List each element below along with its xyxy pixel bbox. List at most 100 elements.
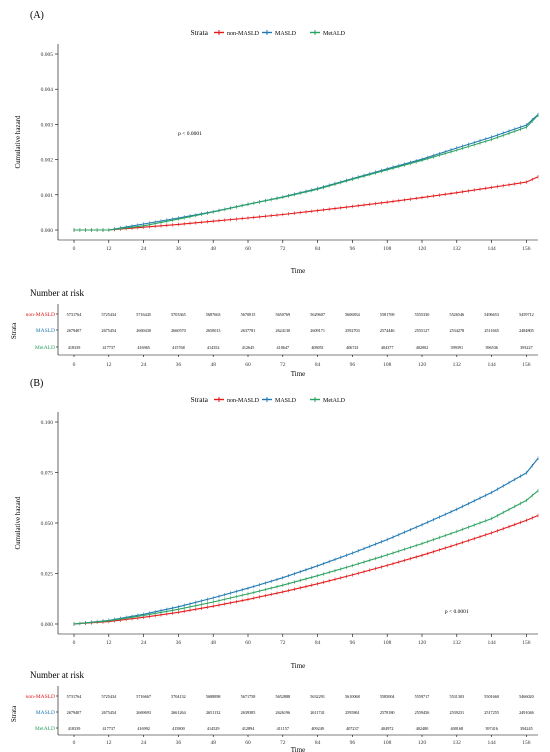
y-tick-label: 0.005 [41, 52, 54, 58]
legend-entry: MASLD [275, 398, 297, 404]
risk-count: 5585004 [380, 694, 396, 699]
risk-count: 2679407 [67, 328, 82, 333]
risk-count: 2555127 [415, 328, 430, 333]
y-tick-label: 0.100 [41, 420, 54, 426]
risk-count: 406741 [346, 345, 359, 350]
x-tick-label: 84 [315, 640, 321, 646]
risk-row-label: MASLD [36, 710, 55, 716]
x-tick-label: 96 [350, 246, 356, 252]
series-MetALD [73, 113, 539, 232]
risk-x-tick-label: 60 [245, 740, 251, 746]
risk-x-tick-label: 132 [453, 740, 462, 746]
risk-count: 5687663 [206, 312, 221, 317]
risk-count: 2611741 [310, 710, 325, 715]
risk-count: 407237 [346, 726, 359, 731]
risk-count: 5731764 [67, 312, 83, 317]
risk-count: 402002 [416, 345, 429, 350]
risk-x-tick-label: 12 [106, 740, 112, 746]
risk-count: 2574446 [380, 328, 395, 333]
x-tick-label: 48 [210, 246, 216, 252]
risk-x-tick-label: 36 [176, 740, 182, 746]
risk-table-x-title: Time [291, 370, 306, 378]
risk-count: 5610068 [345, 694, 360, 699]
x-tick-label: 72 [280, 640, 286, 646]
risk-row-label: MetALD [35, 726, 55, 732]
x-tick-label: 36 [176, 640, 182, 646]
risk-count: 2651132 [206, 710, 221, 715]
risk-table-y-title: Strata [10, 705, 18, 722]
risk-count: 399391 [451, 345, 464, 350]
risk-x-tick-label: 132 [453, 362, 462, 368]
legend-entry: non-MASLD [227, 31, 260, 37]
risk-count: 5526546 [449, 312, 464, 317]
risk-count: 5606834 [345, 312, 361, 317]
x-tick-label: 24 [141, 246, 147, 252]
x-tick-label: 108 [383, 640, 392, 646]
x-tick-label: 12 [106, 640, 112, 646]
y-tick-label: 0.004 [41, 87, 54, 93]
y-axis-title: Cumulative hazard [14, 115, 22, 169]
risk-x-tick-label: 12 [106, 362, 112, 368]
p-value-annotation: p < 0.0001 [445, 609, 469, 615]
risk-count: 5725434 [101, 694, 117, 699]
series-MASLD [73, 112, 539, 232]
risk-x-tick-label: 24 [141, 740, 147, 746]
risk-count: 5559717 [415, 694, 430, 699]
risk-count: 5704132 [171, 694, 186, 699]
risk-x-tick-label: 108 [383, 740, 392, 746]
x-tick-label: 156 [522, 246, 531, 252]
x-tick-label: 144 [487, 246, 496, 252]
x-tick-label: 84 [315, 246, 321, 252]
risk-count: 415768 [172, 345, 185, 350]
x-tick-label: 120 [418, 640, 427, 646]
x-tick-label: 36 [176, 246, 182, 252]
risk-count: 2484805 [519, 328, 534, 333]
risk-count: 418339 [68, 726, 81, 731]
risk-count: 397416 [485, 726, 498, 731]
y-tick-label: 0.001 [41, 193, 54, 199]
risk-x-tick-label: 24 [141, 362, 147, 368]
risk-count: 2609171 [310, 328, 325, 333]
risk-count: 5731764 [67, 694, 83, 699]
risk-x-tick-label: 144 [487, 740, 496, 746]
series-MetALD [73, 488, 539, 626]
risk-count: 5650769 [275, 312, 290, 317]
risk-count: 5688898 [206, 694, 221, 699]
risk-count: 404972 [381, 726, 394, 731]
x-tick-label: 132 [453, 246, 462, 252]
x-tick-label: 24 [141, 640, 147, 646]
x-tick-label: 60 [245, 640, 251, 646]
risk-x-tick-label: 48 [210, 740, 216, 746]
risk-x-tick-label: 72 [280, 362, 286, 368]
risk-count: 2491046 [519, 710, 534, 715]
risk-count: 5581769 [380, 312, 395, 317]
risk-count: 5671758 [241, 694, 256, 699]
risk-count: 5496653 [484, 312, 499, 317]
risk-count: 404377 [381, 345, 394, 350]
risk-x-tick-label: 84 [315, 740, 321, 746]
risk-count: 5531303 [449, 694, 464, 699]
risk-x-tick-label: 36 [176, 362, 182, 368]
risk-x-tick-label: 96 [350, 740, 356, 746]
risk-count: 5725434 [101, 312, 117, 317]
risk-count: 5466020 [519, 694, 534, 699]
p-value-annotation: p < 0.0001 [178, 131, 202, 137]
risk-count: 2559456 [415, 710, 430, 715]
x-tick-label: 72 [280, 246, 286, 252]
y-tick-label: 0.000 [41, 228, 54, 234]
risk-count: 2624130 [275, 328, 290, 333]
x-tick-label: 120 [418, 246, 427, 252]
risk-count: 5670015 [241, 312, 256, 317]
risk-count: 410647 [277, 345, 290, 350]
risk-count: 5703365 [171, 312, 186, 317]
risk-x-tick-label: 156 [522, 362, 531, 368]
risk-count: 2626196 [275, 710, 290, 715]
risk-table-title: Number at risk [30, 288, 84, 298]
risk-count: 5716445 [136, 312, 151, 317]
risk-x-tick-label: 120 [418, 362, 427, 368]
x-tick-label: 108 [383, 246, 392, 252]
risk-count: 394245 [520, 726, 533, 731]
panel-a: (A) Strata non-MASLD MASLD MetALD 0.000 0.001 0… [10, 10, 539, 378]
x-tick-label: 0 [73, 246, 76, 252]
